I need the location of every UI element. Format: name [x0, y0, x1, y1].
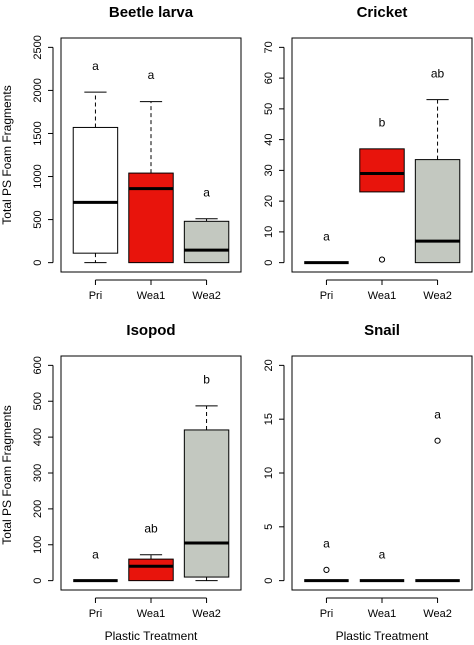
- plot-frame: [60, 37, 242, 273]
- panel-2: Isopod 0 100 200 300 400 500 600 Pri Wea1 Wea2 a ab b: [32, 322, 242, 620]
- box-pri: a: [73, 547, 118, 583]
- box-wea2: b: [183, 373, 230, 582]
- significance-letter: a: [203, 185, 210, 199]
- y-tick-label: 10: [263, 226, 275, 238]
- x-tick-label: Wea2: [192, 290, 221, 302]
- x-tick-label: Wea2: [192, 608, 221, 620]
- y-tick-label: 1500: [32, 121, 44, 145]
- y-tick-label: 30: [263, 164, 275, 176]
- significance-letter: a: [323, 536, 330, 550]
- plot-frame: [291, 355, 473, 591]
- significance-letter: b: [203, 373, 210, 387]
- x-tick-label: Wea1: [368, 290, 397, 302]
- y-tick-label: 60: [263, 72, 275, 84]
- panel-0: Beetle larva 0 500 1000 1500 2000 2500 Pri Wea1 W…: [32, 4, 242, 302]
- box-body: [359, 148, 405, 193]
- y-axis-title-bottom: Total PS Foam Fragments: [0, 405, 14, 544]
- plot-frame: [60, 355, 242, 591]
- x-tick-label: Wea2: [423, 608, 452, 620]
- panel-3: Snail 0 5 10 15 20 Pri Wea1 Wea2 a a a: [263, 322, 473, 620]
- panel-title: Beetle larva: [109, 4, 194, 21]
- significance-letter: a: [148, 68, 155, 82]
- box-wea1: a: [128, 68, 174, 264]
- y-tick-label: 100: [32, 536, 44, 554]
- box-wea2: a: [183, 185, 230, 264]
- x-tick-label: Pri: [89, 290, 102, 302]
- y-tick-label: 2000: [32, 78, 44, 102]
- y-tick-label: 15: [263, 413, 275, 425]
- significance-letter: a: [323, 229, 330, 243]
- y-tick-label: 50: [263, 103, 275, 115]
- x-tick-label: Pri: [320, 608, 333, 620]
- panel-title: Cricket: [357, 4, 408, 21]
- outlier-point: [323, 566, 330, 573]
- y-tick-label: 200: [32, 500, 44, 518]
- x-tick-label: Wea1: [137, 608, 166, 620]
- box-pri: a: [304, 229, 349, 265]
- box-body: [128, 558, 174, 582]
- y-tick-label: 300: [32, 464, 44, 482]
- y-tick-label: 500: [32, 392, 44, 410]
- significance-letter: a: [379, 547, 386, 561]
- y-axis-title-top: Total PS Foam Fragments: [0, 85, 14, 224]
- y-tick-label: 0: [32, 578, 44, 584]
- y-tick-label: 0: [263, 260, 275, 266]
- panel-title: Isopod: [126, 322, 175, 339]
- x-tick-label: Wea1: [368, 608, 397, 620]
- y-tick-label: 40: [263, 133, 275, 145]
- y-tick-label: 5: [263, 524, 275, 530]
- box-body: [128, 172, 174, 264]
- x-tick-label: Pri: [320, 290, 333, 302]
- y-tick-label: 10: [263, 467, 275, 479]
- outlier-point: [378, 256, 386, 263]
- y-tick-label: 70: [263, 41, 275, 53]
- box-body: [414, 159, 461, 264]
- box-body: [72, 126, 119, 254]
- x-tick-label: Wea1: [137, 290, 166, 302]
- significance-letter: ab: [431, 66, 445, 80]
- plot-frame: [291, 37, 473, 273]
- x-axis-title-right: Plastic Treatment: [336, 629, 429, 643]
- significance-letter: b: [379, 115, 386, 129]
- significance-letter: a: [92, 59, 99, 73]
- box-wea1: b: [359, 115, 405, 263]
- box-wea1: a: [359, 547, 405, 583]
- x-tick-label: Pri: [89, 608, 102, 620]
- panel-title: Snail: [364, 322, 400, 339]
- outlier-point: [434, 437, 441, 444]
- box-pri: a: [304, 536, 349, 583]
- significance-letter: ab: [144, 521, 158, 535]
- y-tick-label: 400: [32, 428, 44, 446]
- box-body: [183, 220, 230, 264]
- box-wea1: ab: [128, 521, 174, 582]
- y-tick-label: 1000: [32, 164, 44, 188]
- box-pri: a: [72, 59, 119, 264]
- y-tick-label: 500: [32, 210, 44, 228]
- y-tick-label: 20: [263, 195, 275, 207]
- x-tick-label: Wea2: [423, 290, 452, 302]
- y-tick-label: 600: [32, 356, 44, 374]
- significance-letter: a: [434, 407, 441, 421]
- y-tick-label: 2500: [32, 35, 44, 59]
- significance-letter: a: [92, 547, 99, 561]
- x-axis-title-left: Plastic Treatment: [105, 629, 198, 643]
- box-wea2: a: [415, 407, 460, 583]
- y-tick-label: 20: [263, 359, 275, 371]
- box-wea2: ab: [414, 66, 461, 264]
- y-tick-label: 0: [263, 578, 275, 584]
- box-body: [183, 429, 230, 578]
- y-tick-label: 0: [32, 260, 44, 266]
